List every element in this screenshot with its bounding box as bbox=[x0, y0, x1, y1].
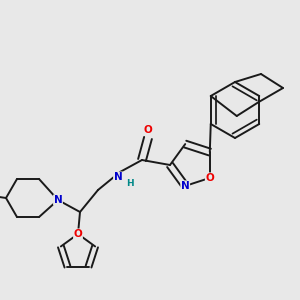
Text: O: O bbox=[74, 229, 82, 239]
Text: N: N bbox=[114, 172, 122, 182]
Text: H: H bbox=[126, 179, 134, 188]
Text: N: N bbox=[54, 195, 62, 205]
Text: O: O bbox=[144, 125, 152, 135]
Text: N: N bbox=[181, 181, 190, 191]
Text: O: O bbox=[206, 173, 214, 183]
